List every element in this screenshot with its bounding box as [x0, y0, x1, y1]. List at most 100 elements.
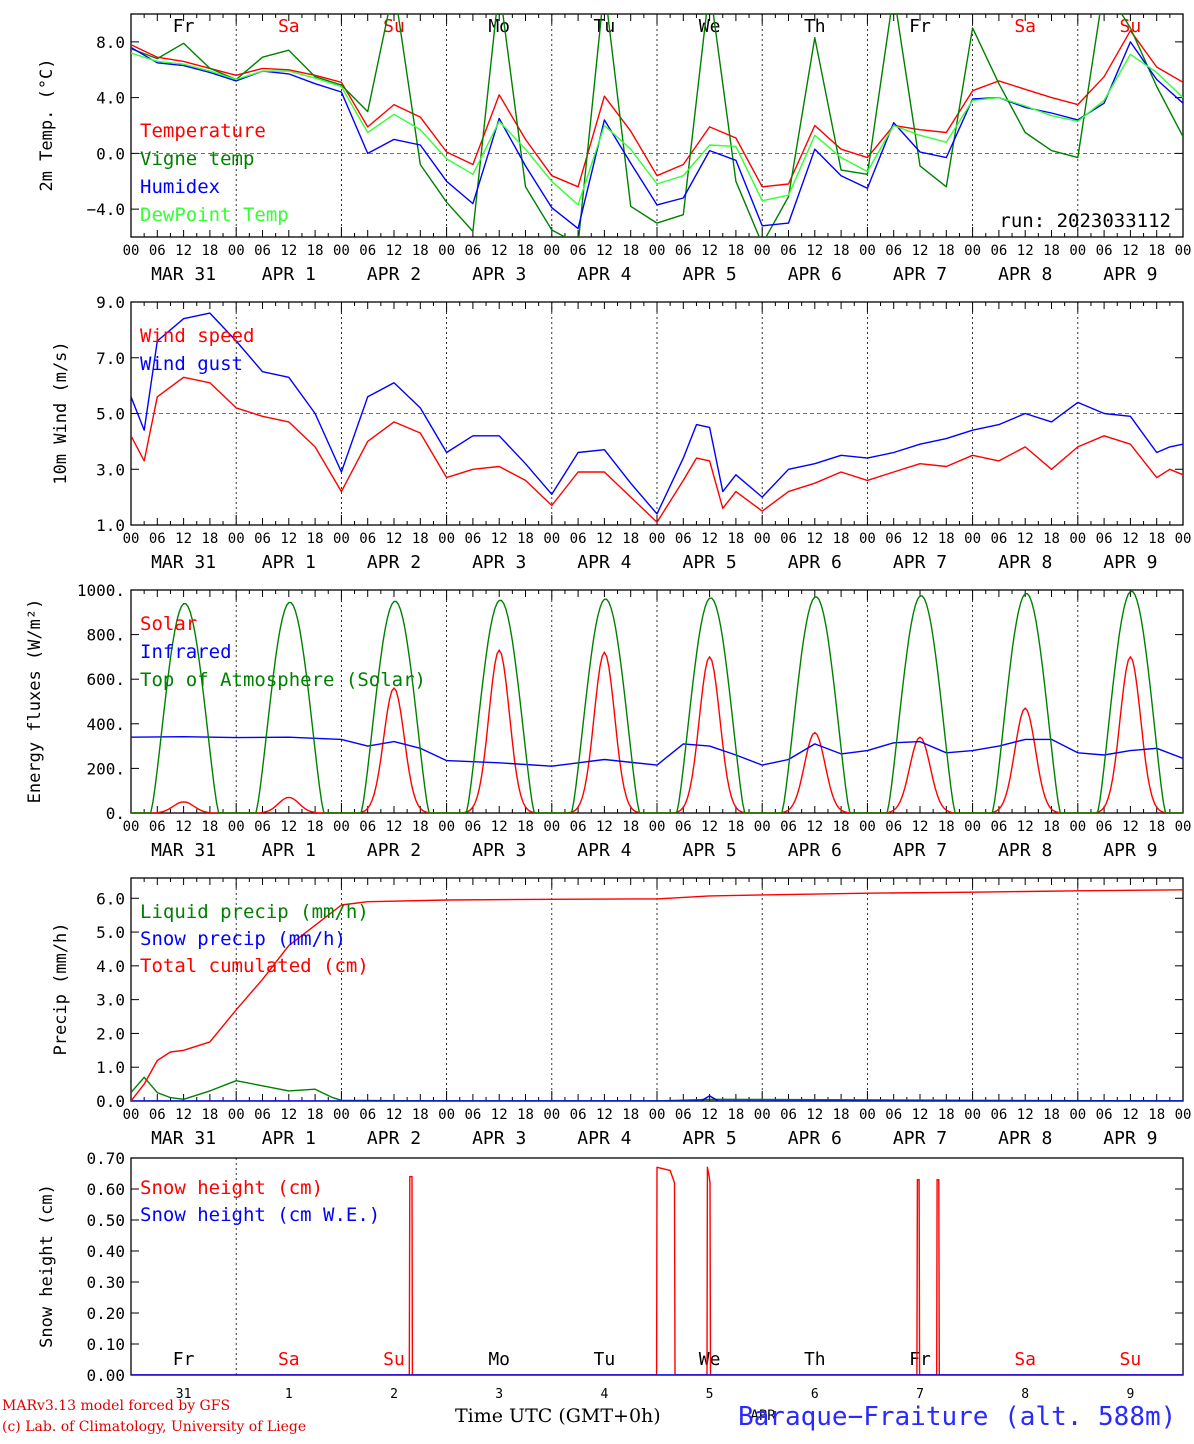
- hour-tick-label: 00: [228, 531, 245, 547]
- hour-tick-label: 00: [859, 243, 876, 259]
- hour-tick-label: 12: [912, 531, 929, 547]
- date-label: APR 4: [577, 840, 631, 861]
- hour-tick-label: 18: [622, 531, 639, 547]
- date-label: APR 8: [998, 264, 1052, 285]
- hour-tick-label: 12: [1122, 819, 1139, 835]
- series-line-infrared: [131, 736, 1183, 767]
- panel-5: 0.00 0.10 0.20 0.30 0.40 0.50 0.60 0.70 Snow hei…: [37, 1149, 1184, 1402]
- hour-tick-label: 00: [1069, 1107, 1086, 1123]
- hour-tick-label: 06: [149, 819, 166, 835]
- series-line-snow-height-cm-: [131, 1166, 1183, 1375]
- hour-tick-label: 00: [649, 1107, 666, 1123]
- date-label: APR 2: [367, 1128, 421, 1149]
- y-tick-label: 0.: [106, 804, 125, 823]
- hour-tick-label: 00: [543, 243, 560, 259]
- hour-tick-label: 12: [912, 819, 929, 835]
- hour-tick-label: 06: [570, 819, 587, 835]
- x-tick-label: 3: [495, 1387, 503, 1402]
- date-label: MAR 31: [151, 840, 216, 861]
- x-tick-label: 8: [1021, 1387, 1029, 1402]
- hour-tick-label: 00: [333, 819, 350, 835]
- panel-1: −4.0 0.0 4.0 8.0 2m Temp. (°C) 00 06 12 18 MAR 31…: [37, 13, 1191, 285]
- hour-tick-label: 00: [649, 243, 666, 259]
- day-name: Mo: [488, 16, 510, 37]
- hour-tick-label: 12: [912, 243, 929, 259]
- date-label: APR 2: [367, 840, 421, 861]
- legend-entry: Snow precip (mm/h): [140, 928, 346, 950]
- hour-tick-label: 06: [990, 531, 1007, 547]
- hour-tick-label: 18: [833, 243, 850, 259]
- date-label: APR 6: [788, 552, 842, 573]
- y-tick-label: −4.0: [86, 200, 125, 219]
- hour-tick-label: 00: [859, 1107, 876, 1123]
- hour-tick-label: 06: [885, 1107, 902, 1123]
- date-label: MAR 31: [151, 552, 216, 573]
- hour-tick-label: 00: [649, 819, 666, 835]
- hour-tick-label: 00: [123, 243, 140, 259]
- hour-tick-label: 00: [123, 1107, 140, 1123]
- hour-tick-label: 12: [596, 1107, 613, 1123]
- date-label: APR 7: [893, 1128, 947, 1149]
- station-name: Baraque−Fraiture (alt. 588m): [738, 1402, 1177, 1432]
- hour-tick-label: 00: [333, 243, 350, 259]
- y-axis-label: Energy fluxes (W/m²): [25, 599, 45, 804]
- hour-tick-label: 06: [149, 243, 166, 259]
- day-name: Fr: [909, 16, 931, 37]
- hour-tick-label: 18: [938, 1107, 955, 1123]
- series-line-liquid-precip-mm-h-: [131, 1076, 1183, 1101]
- hour-tick-label: 12: [701, 243, 718, 259]
- day-name: Fr: [173, 1349, 195, 1370]
- lab-credit: (c) Lab. of Climatology, University of L…: [2, 1419, 307, 1435]
- hour-tick-label: 06: [885, 819, 902, 835]
- series-line-temperature: [131, 30, 1183, 188]
- y-tick-label: 400.: [86, 715, 125, 734]
- series-line-dewpoint-temp: [131, 52, 1183, 206]
- y-tick-label: 5.0: [96, 923, 125, 942]
- day-name: Su: [1120, 16, 1142, 37]
- hour-tick-label: 06: [990, 819, 1007, 835]
- date-label: APR 4: [577, 264, 631, 285]
- hour-tick-label: 00: [123, 531, 140, 547]
- hour-tick-label: 06: [254, 243, 271, 259]
- hour-tick-label: 18: [307, 819, 324, 835]
- plot-area: [131, 312, 1183, 523]
- hour-tick-label: 18: [938, 531, 955, 547]
- y-tick-label: 3.0: [96, 460, 125, 479]
- hour-tick-label: 18: [307, 531, 324, 547]
- date-label: APR 1: [262, 552, 316, 573]
- hour-tick-label: 06: [675, 243, 692, 259]
- hour-tick-label: 18: [517, 1107, 534, 1123]
- panel-3: 0. 200. 400. 600. 800. 1000. Energy fluxes (W/…: [25, 581, 1191, 861]
- hour-tick-label: 18: [938, 819, 955, 835]
- hour-tick-label: 18: [1148, 531, 1165, 547]
- hour-tick-label: 12: [596, 243, 613, 259]
- hour-tick-label: 18: [1043, 819, 1060, 835]
- legend-entry: Wind speed: [140, 325, 254, 347]
- hour-tick-label: 06: [149, 1107, 166, 1123]
- day-name: Th: [804, 16, 826, 37]
- hour-tick-label: 12: [1122, 1107, 1139, 1123]
- date-label: APR 3: [472, 840, 526, 861]
- hour-tick-label: 12: [491, 243, 508, 259]
- hour-tick-label: 18: [412, 1107, 429, 1123]
- y-tick-label: 3.0: [96, 991, 125, 1010]
- y-tick-label: 0.10: [86, 1335, 125, 1354]
- date-label: APR 8: [998, 552, 1052, 573]
- y-tick-label: 4.0: [96, 89, 125, 108]
- date-label: APR 5: [683, 840, 737, 861]
- hour-tick-label: 00: [1069, 819, 1086, 835]
- hour-tick-label: 18: [1043, 1107, 1060, 1123]
- hour-tick-label: 12: [175, 531, 192, 547]
- hour-tick-label: 12: [175, 1107, 192, 1123]
- hour-tick-label: 12: [1017, 819, 1034, 835]
- x-tick-label: 9: [1126, 1387, 1134, 1402]
- hour-tick-label: 06: [254, 819, 271, 835]
- hour-tick-label: 06: [359, 243, 376, 259]
- panel-2: 1.0 3.0 5.0 7.0 9.0 10m Wind (m/s) 00 06 12 18 MAR…: [51, 293, 1191, 573]
- date-label: APR 5: [683, 552, 737, 573]
- date-label: APR 2: [367, 552, 421, 573]
- hour-tick-label: 06: [464, 819, 481, 835]
- y-tick-label: 0.30: [86, 1273, 125, 1292]
